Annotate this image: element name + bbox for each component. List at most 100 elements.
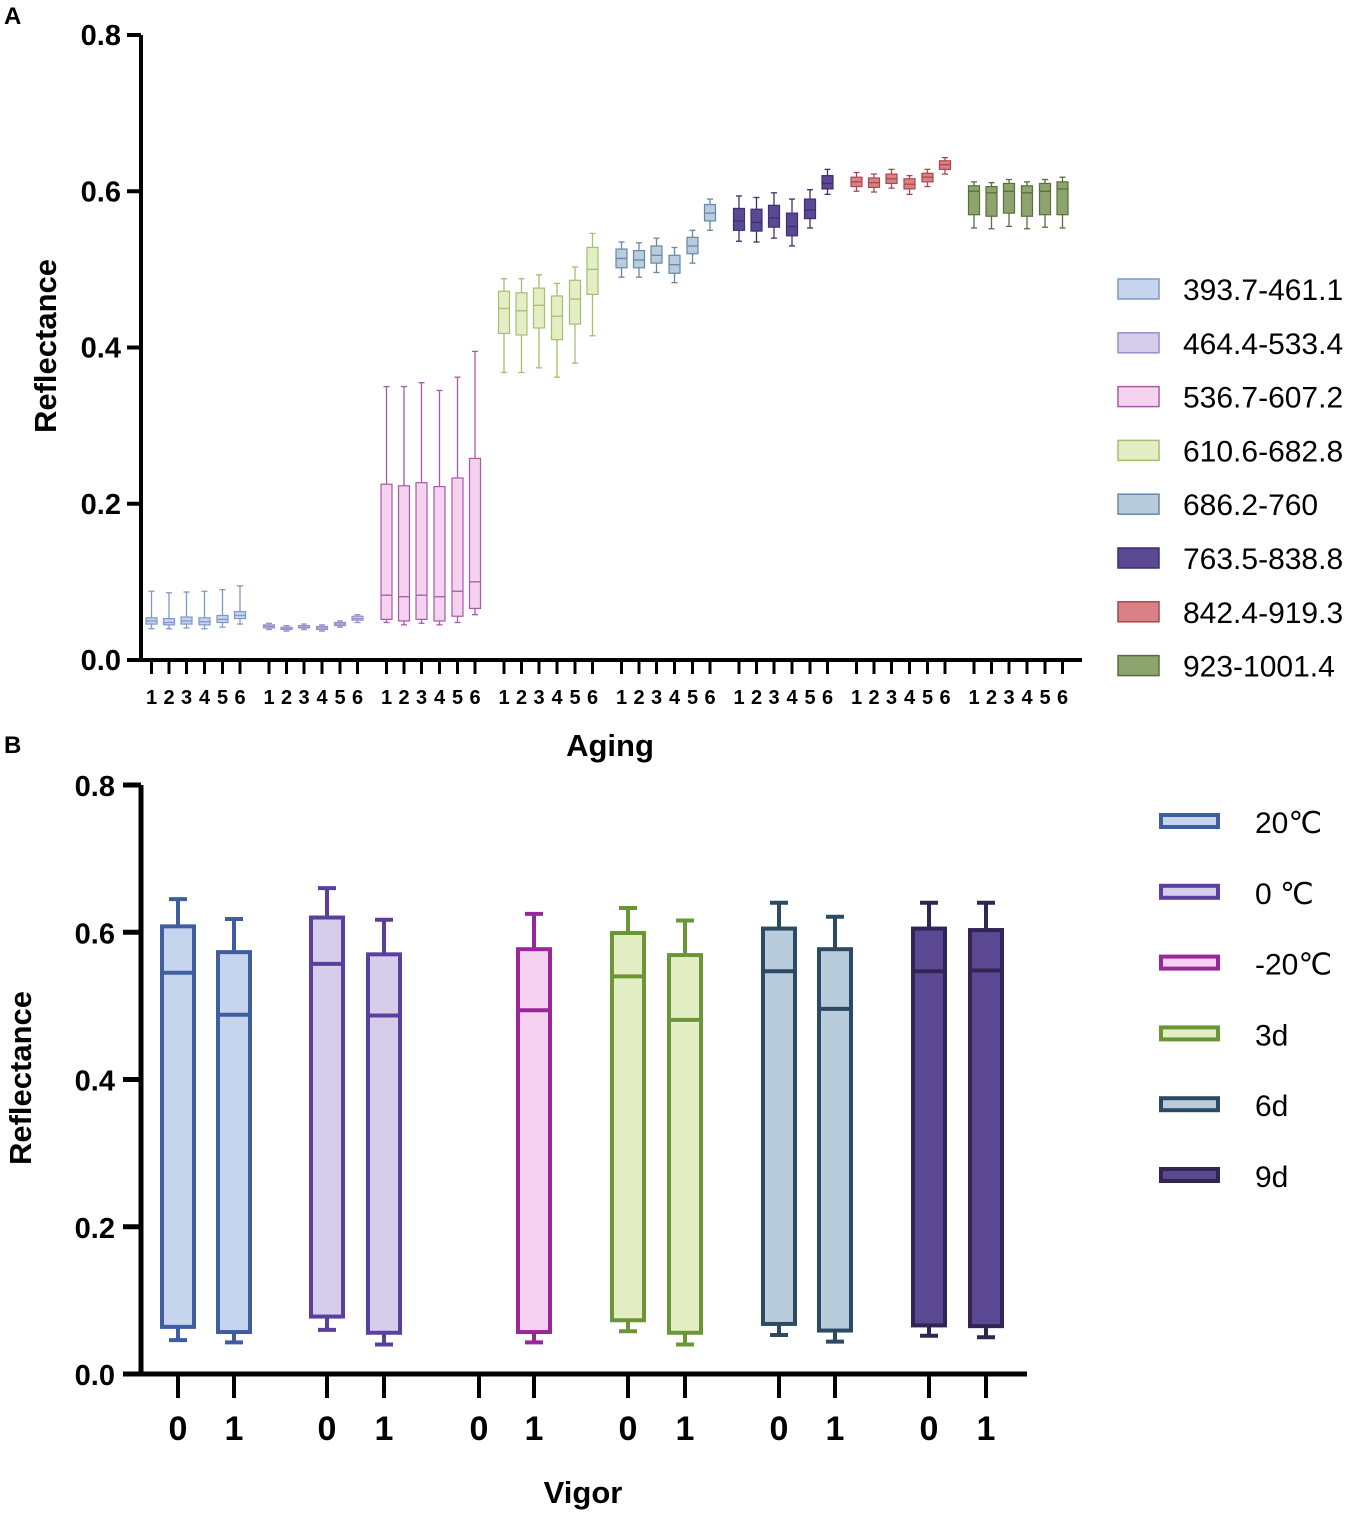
panel-a-x-tick-label: 5 (569, 687, 580, 709)
panel-a-x-tick-label: 2 (868, 687, 879, 709)
panel-a-x-tick-label: 3 (1003, 687, 1014, 709)
panel-a-legend-label: 686.2-760 (1183, 489, 1318, 522)
panel-a-x-tick-label: 2 (398, 687, 409, 709)
panel-a-box (262, 622, 276, 631)
panel-a-box-body (433, 485, 446, 622)
panel-a-box (351, 614, 364, 624)
panel-a-x-tick-label: 3 (298, 687, 309, 709)
panel-a-x-tick-label: 5 (922, 687, 933, 709)
panel-a-box (1056, 176, 1069, 229)
panel-a-box-body (1002, 182, 1016, 214)
panel-b-box-group-5 (761, 900, 853, 1344)
panel-b-box-group-2 (309, 886, 402, 1347)
panel-a-legend-swatch (1117, 601, 1160, 623)
panel-a-x-tick-label: 6 (939, 687, 950, 709)
panel-b-legend-label: 3d (1255, 1019, 1288, 1052)
panel-b-legend-swatch (1159, 954, 1220, 971)
panel-b-box-body (610, 930, 646, 1323)
panel-a-y-tick-label: 0.4 (81, 333, 121, 365)
panel-a-box-body (532, 287, 546, 329)
panel-b-box-group-4 (610, 905, 703, 1347)
panel-a-x-tick-label: 1 (968, 687, 979, 709)
panel-a-legend-label: 610.6-682.8 (1183, 435, 1343, 468)
panel-a-x-tick-label: 1 (733, 687, 744, 709)
panel-a-x-tick-label: 2 (751, 687, 762, 709)
panel-b-legend-swatch (1159, 1025, 1220, 1042)
panel-b-y-tick-label: 0.8 (75, 771, 115, 803)
panel-a-box-group-6 (732, 168, 834, 247)
panel-a-box (180, 591, 193, 629)
panel-a-x-tick-label: 3 (886, 687, 897, 709)
panel-b-box-body (216, 950, 252, 1335)
panel-a-y-axis-title: Reflectance (28, 259, 63, 433)
panel-a-box (380, 385, 393, 624)
panel-a-box-body (380, 483, 393, 620)
panel-b-x-tick-label: 1 (676, 1410, 695, 1448)
panel-b-y-tick-label: 0.6 (75, 918, 115, 950)
panel-b-y-tick-label: 0.0 (75, 1360, 115, 1392)
panel-a: A Reflectance Aging 0.00.20.40.60.81 2 3 4 5… (4, 3, 1343, 763)
panel-a-box (1020, 181, 1034, 230)
panel-a-box (885, 168, 898, 189)
panel-a-box (686, 229, 699, 264)
panel-b-box (911, 900, 947, 1338)
panel-a-legend-swatch (1117, 278, 1160, 300)
panel-a-x-tick-label: 3 (768, 687, 779, 709)
panel-a-x-tick-label: 4 (904, 687, 916, 709)
panel-a-box-body (1056, 181, 1069, 216)
panel-a-box (497, 278, 511, 374)
panel-a-box (703, 198, 717, 231)
panel-a-box (297, 623, 311, 631)
panel-a-box (333, 620, 347, 628)
panel-a-box-group-3 (380, 350, 482, 626)
panel-a-x-tick-label: 6 (822, 687, 833, 709)
panel-a-box (433, 389, 446, 626)
panel-a-label: A (4, 3, 21, 30)
panel-a-x-tick-label: 3 (533, 687, 544, 709)
panel-a-box (921, 168, 934, 188)
panel-a-box (632, 242, 646, 278)
panel-b-legend-swatch (1159, 813, 1220, 829)
panel-a-x-tick-label: 1 (851, 687, 862, 709)
panel-a-box (750, 196, 763, 243)
panel-a-x-tick-label: 2 (633, 687, 644, 709)
panel-a-box-body (515, 292, 528, 336)
panel-a-box-body (732, 207, 746, 231)
panel-a-box-body (468, 457, 482, 610)
panel-a-box (568, 266, 582, 364)
panel-a-x-tick-label: 5 (334, 687, 345, 709)
panel-a-box (586, 232, 599, 337)
panel-b-box (610, 905, 646, 1334)
panel-a-box (515, 278, 528, 374)
panel-b-box-group-3 (516, 911, 552, 1345)
panel-b-legend-label: 6d (1255, 1090, 1288, 1123)
panel-a-box-group-2 (262, 614, 364, 632)
panel-b-x-axis-title: Vigor (544, 1475, 623, 1510)
panel-a-x-tick-label: 3 (181, 687, 192, 709)
panel-a-box-body (767, 204, 781, 228)
panel-a-legend-swatch (1117, 439, 1160, 462)
panel-a-legend-swatch (1117, 493, 1160, 515)
panel-b-box (160, 897, 196, 1343)
panel-a-x-tick-label: 1 (616, 687, 627, 709)
panel-b-box-body (667, 953, 703, 1335)
panel-b-x-tick-label: 0 (470, 1410, 489, 1448)
panel-a-x-tick-label: 1 (146, 687, 157, 709)
panel-a-box (397, 385, 411, 626)
panel-b-y-tick-label: 0.4 (75, 1066, 115, 1098)
panel-b-box (968, 900, 1004, 1340)
panel-a-x-tick-label: 4 (786, 687, 798, 709)
panel-a-box (867, 173, 881, 193)
panel-a-x-tick-label: 4 (669, 687, 681, 709)
panel-a-x-tick-label: 6 (1057, 687, 1068, 709)
panel-b-legend-label: 0 ℃ (1255, 878, 1314, 911)
panel-a-x-tick-label: 5 (1039, 687, 1050, 709)
panel-a-box (468, 350, 482, 616)
panel-a-legend-swatch (1117, 654, 1160, 677)
panel-a-legend-swatch (1117, 547, 1160, 569)
panel-a-box-body (821, 175, 834, 190)
panel-b-box-body (911, 926, 947, 1328)
panel-a-x-tick-label: 4 (1021, 687, 1033, 709)
panel-a-box-body (586, 246, 599, 295)
panel-b-box-body (160, 924, 196, 1329)
